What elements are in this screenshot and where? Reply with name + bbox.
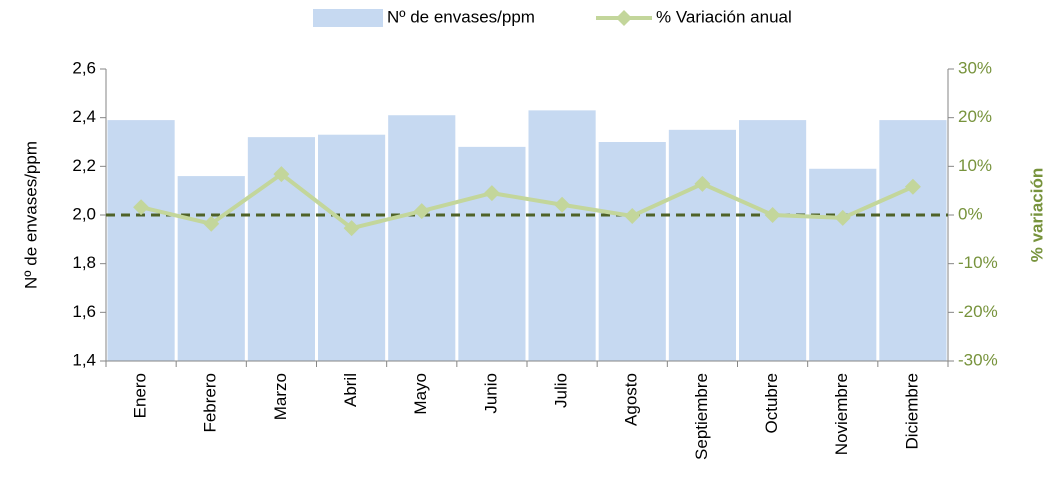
bar	[107, 120, 175, 361]
y-tick-label: 1,8	[72, 253, 96, 272]
x-tick-label: Mayo	[411, 373, 430, 415]
y-tick-label: 2,4	[72, 107, 96, 126]
line-marker	[834, 209, 851, 226]
legend-label: Nº de envases/ppm	[387, 7, 535, 26]
legend-label: % Variación anual	[656, 7, 792, 26]
x-tick-label: Febrero	[201, 373, 220, 433]
y2-axis-label: % variación	[1027, 168, 1046, 263]
y-tick-label: 1,6	[72, 302, 96, 321]
x-tick-label: Septiembre	[692, 373, 711, 460]
x-tick-label: Noviembre	[832, 373, 851, 455]
x-tick-label: Marzo	[271, 373, 290, 420]
line-marker	[764, 207, 781, 223]
line-marker	[483, 185, 500, 202]
x-tick-label: Junio	[481, 373, 500, 414]
legend-swatch	[313, 9, 383, 27]
y2-tick-label: 10%	[958, 156, 992, 175]
bar	[598, 142, 666, 361]
y-tick-label: 2,0	[72, 204, 96, 223]
bar	[739, 120, 807, 361]
x-tick-label: Julio	[552, 373, 571, 408]
line-marker	[554, 196, 571, 213]
line-marker	[413, 203, 430, 220]
bar	[388, 115, 456, 361]
x-tick-label: Agosto	[622, 373, 641, 426]
line-marker	[624, 207, 641, 224]
y2-tick-label: -30%	[958, 350, 998, 369]
y2-tick-label: 20%	[958, 107, 992, 126]
x-tick-label: Enero	[131, 373, 150, 418]
x-tick-label: Octubre	[762, 373, 781, 433]
y2-tick-label: -10%	[958, 253, 998, 272]
line-marker	[133, 199, 150, 216]
y-tick-label: 2,6	[72, 58, 96, 77]
bar	[528, 110, 596, 361]
x-tick-label: Diciembre	[902, 373, 921, 450]
line-marker	[273, 166, 290, 183]
line	[140, 172, 914, 231]
bar	[879, 120, 947, 361]
line-marker	[343, 220, 360, 237]
x-tick-label: Abril	[341, 373, 360, 407]
bar	[177, 176, 245, 361]
line-marker	[203, 215, 220, 232]
legend-swatch	[616, 10, 632, 26]
line-marker	[694, 175, 711, 192]
y2-tick-label: 30%	[958, 58, 992, 77]
y-tick-label: 2,2	[72, 156, 96, 175]
bar	[668, 129, 736, 361]
y2-tick-label: 0%	[958, 204, 983, 223]
bar	[458, 146, 526, 361]
y2-tick-label: -20%	[958, 302, 998, 321]
line-marker	[904, 178, 921, 195]
y-tick-label: 1,4	[72, 350, 96, 369]
y-axis-label: Nº de envases/ppm	[21, 141, 40, 289]
bar	[809, 168, 877, 361]
bar	[318, 134, 386, 361]
